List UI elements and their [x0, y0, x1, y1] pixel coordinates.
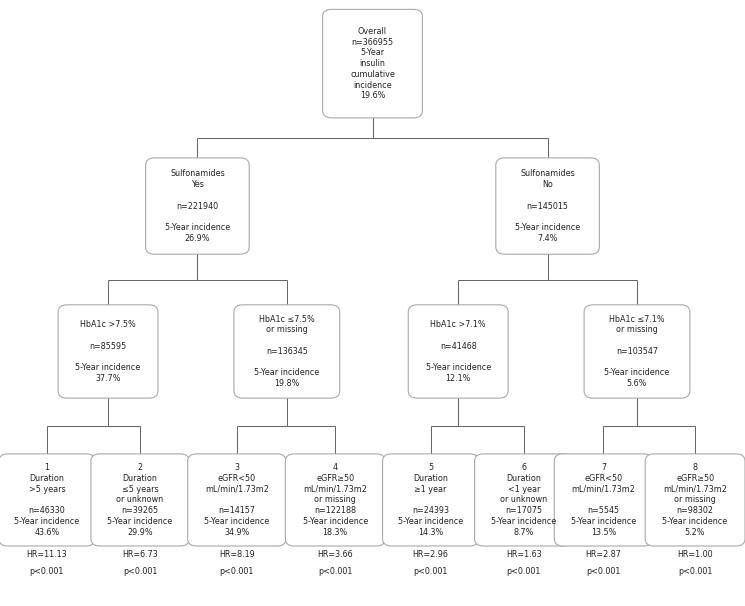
Text: p<0.001: p<0.001	[220, 567, 254, 576]
FancyBboxPatch shape	[554, 454, 653, 546]
Text: HR=2.96: HR=2.96	[413, 550, 448, 559]
Text: p<0.001: p<0.001	[123, 567, 157, 576]
FancyBboxPatch shape	[146, 158, 249, 255]
FancyBboxPatch shape	[383, 454, 478, 546]
Text: p<0.001: p<0.001	[586, 567, 621, 576]
FancyBboxPatch shape	[285, 454, 385, 546]
Text: Overall
n=366955
5-Year
insulin
cumulative
incidence
19.6%: Overall n=366955 5-Year insulin cumulati…	[350, 27, 395, 101]
FancyBboxPatch shape	[475, 454, 573, 546]
Text: p<0.001: p<0.001	[30, 567, 64, 576]
Text: HbA1c >7.5%

n=85595

5-Year incidence
37.7%: HbA1c >7.5% n=85595 5-Year incidence 37.…	[75, 320, 141, 383]
Text: 5
Duration
≥1 year

n=24393
5-Year incidence
14.3%: 5 Duration ≥1 year n=24393 5-Year incide…	[398, 463, 463, 537]
Text: HR=3.66: HR=3.66	[317, 550, 353, 559]
Text: p<0.001: p<0.001	[318, 567, 352, 576]
FancyBboxPatch shape	[0, 454, 95, 546]
Text: HbA1c ≤7.5%
or missing

n=136345

5-Year incidence
19.8%: HbA1c ≤7.5% or missing n=136345 5-Year i…	[254, 315, 320, 388]
FancyBboxPatch shape	[584, 305, 690, 398]
Text: 1
Duration
>5 years

n=46330
5-Year incidence
43.6%: 1 Duration >5 years n=46330 5-Year incid…	[14, 463, 80, 537]
Text: p<0.001: p<0.001	[413, 567, 448, 576]
Text: 7
eGFR<50
mL/min/1.73m2

n=5545
5-Year incidence
13.5%: 7 eGFR<50 mL/min/1.73m2 n=5545 5-Year in…	[571, 463, 636, 537]
Text: HbA1c ≤7.1%
or missing

n=103547

5-Year incidence
5.6%: HbA1c ≤7.1% or missing n=103547 5-Year i…	[604, 315, 670, 388]
Text: p<0.001: p<0.001	[678, 567, 712, 576]
FancyBboxPatch shape	[91, 454, 189, 546]
Text: 6
Duration
<1 year
or unknown
n=17075
5-Year incidence
8.7%: 6 Duration <1 year or unknown n=17075 5-…	[491, 463, 557, 537]
FancyBboxPatch shape	[496, 158, 599, 255]
Text: 3
eGFR<50
mL/min/1.73m2

n=14157
5-Year incidence
34.9%: 3 eGFR<50 mL/min/1.73m2 n=14157 5-Year i…	[204, 463, 270, 537]
Text: HR=1.00: HR=1.00	[677, 550, 713, 559]
FancyBboxPatch shape	[234, 305, 340, 398]
Text: HR=11.13: HR=11.13	[27, 550, 67, 559]
Text: HbA1c >7.1%

n=41468

5-Year incidence
12.1%: HbA1c >7.1% n=41468 5-Year incidence 12.…	[425, 320, 491, 383]
FancyBboxPatch shape	[188, 454, 286, 546]
FancyBboxPatch shape	[408, 305, 508, 398]
Text: Sulfonamides
No

n=145015

5-Year incidence
7.4%: Sulfonamides No n=145015 5-Year incidenc…	[515, 169, 580, 243]
FancyBboxPatch shape	[645, 454, 745, 546]
Text: 2
Duration
≤5 years
or unknown
n=39265
5-Year incidence
29.9%: 2 Duration ≤5 years or unknown n=39265 5…	[107, 463, 173, 537]
Text: HR=6.73: HR=6.73	[122, 550, 158, 559]
Text: HR=2.87: HR=2.87	[586, 550, 621, 559]
FancyBboxPatch shape	[58, 305, 158, 398]
Text: p<0.001: p<0.001	[507, 567, 541, 576]
Text: 4
eGFR≥50
mL/min/1.73m2
or missing
n=122188
5-Year incidence
18.3%: 4 eGFR≥50 mL/min/1.73m2 or missing n=122…	[302, 463, 368, 537]
Text: HR=8.19: HR=8.19	[219, 550, 255, 559]
Text: 8
eGFR≥50
mL/min/1.73m2
or missing
n=98302
5-Year incidence
5.2%: 8 eGFR≥50 mL/min/1.73m2 or missing n=983…	[662, 463, 728, 537]
Text: HR=1.63: HR=1.63	[506, 550, 542, 559]
Text: Sulfonamides
Yes

n=221940

5-Year incidence
26.9%: Sulfonamides Yes n=221940 5-Year inciden…	[165, 169, 230, 243]
FancyBboxPatch shape	[323, 10, 422, 118]
